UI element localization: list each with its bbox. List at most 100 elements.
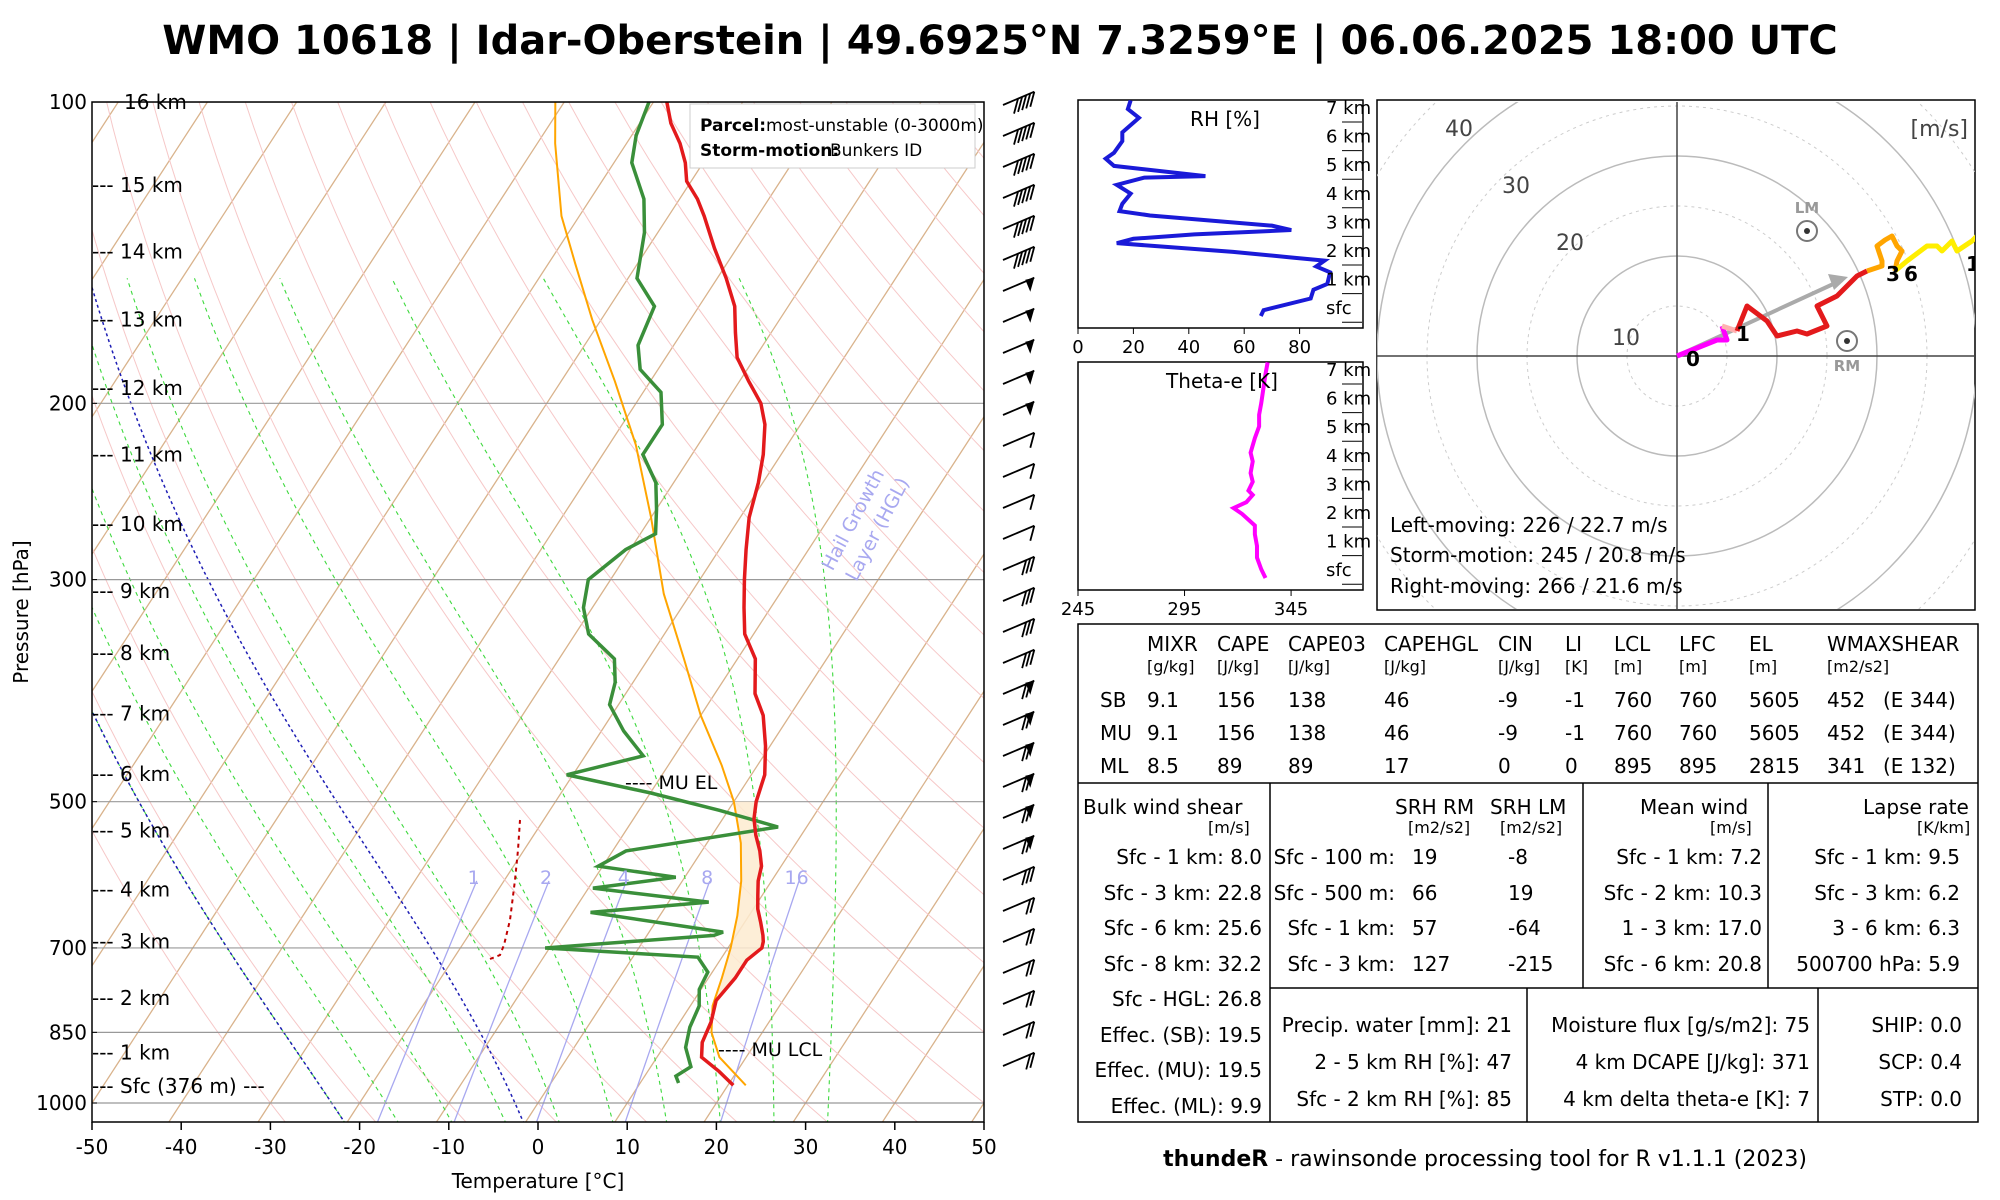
barb-shaft	[1002, 1051, 1035, 1067]
barb-pennant	[1025, 277, 1035, 292]
barb-shaft	[1002, 648, 1035, 664]
mean-wind-row: 1 - 3 km: 17.0	[1621, 916, 1762, 940]
parcel-header: MIXR	[1147, 632, 1198, 656]
parcel-info-box: Parcel: most-unstable (0-3000m) Storm-mo…	[689, 103, 984, 169]
wind-barb	[1002, 524, 1036, 541]
parcel-cell: -1	[1565, 688, 1585, 712]
barb-feather	[1017, 127, 1023, 144]
bulk-shear-row: Sfc - 1 km: 8.0	[1116, 845, 1262, 869]
te-height-label: sfc	[1326, 560, 1352, 581]
parcel-unit: [K]	[1565, 657, 1588, 676]
height-label: --- 12 km	[92, 376, 183, 400]
wind-barb	[1002, 369, 1035, 385]
parcel-cell: 760	[1679, 721, 1718, 745]
barb-feather	[1029, 928, 1036, 944]
parcel-cell: 156	[1217, 688, 1256, 712]
barb-feather	[1021, 94, 1028, 111]
skewt-ylabel: Pressure [hPa]	[9, 540, 33, 683]
srh-row-label: Sfc - 500 m:	[1273, 880, 1395, 905]
barb-feather	[1025, 186, 1032, 202]
barb-feather	[1021, 559, 1028, 576]
dry-adiabat-line	[92, 394, 557, 1122]
barb-pennant	[1025, 711, 1035, 726]
isotherm-line	[92, 102, 654, 967]
height-label: --- 5 km	[92, 818, 170, 842]
wind-barb	[1002, 834, 1035, 855]
parcel-cell: (E 132)	[1883, 754, 1956, 778]
srh-rm-value: 57	[1412, 916, 1438, 940]
barb-pennant	[1025, 308, 1035, 323]
barb-feather	[1025, 806, 1032, 822]
hgl-isotherm-line	[92, 709, 346, 1122]
rh-height-label: 2 km	[1326, 241, 1371, 262]
hgl-label: Hail Growth Layer (HGL)	[817, 460, 914, 586]
parcel-row-label: SB	[1100, 688, 1127, 712]
moisture-row: Sfc - 2 km RH [%]: 85	[1296, 1087, 1512, 1111]
srh-lm-unit: [m2/s2]	[1500, 818, 1563, 837]
pressure-tick-label: 700	[49, 936, 87, 960]
height-label: --- 1 km	[92, 1040, 170, 1064]
wind-barb	[1002, 307, 1035, 323]
moisture-row: 2 - 5 km RH [%]: 47	[1314, 1050, 1512, 1074]
hodo-ring-label: 20	[1556, 231, 1584, 256]
barb-shaft	[1002, 121, 1035, 137]
temp-tick-label: -50	[76, 1135, 109, 1159]
mean-wind-title: Mean wind	[1640, 795, 1749, 819]
te-height-label: 5 km	[1326, 417, 1371, 438]
bulk-shear-row: Effec. (ML): 9.9	[1110, 1093, 1262, 1118]
pressure-tick-label: 200	[49, 391, 87, 415]
dry-adiabat-line	[429, 102, 984, 829]
barb-shaft	[1002, 214, 1035, 230]
parcel-cell: 0	[1498, 754, 1511, 778]
pressure-tick-label: 100	[49, 90, 87, 114]
barb-feather	[1021, 590, 1028, 607]
parcel-cell: 452	[1827, 688, 1866, 712]
barb-shaft	[1002, 989, 1035, 1005]
barb-feather	[1025, 217, 1032, 233]
dry-adiabat-line	[521, 102, 984, 699]
barb-feather	[1029, 432, 1036, 448]
parcel-header: CIN	[1498, 632, 1533, 656]
parcel-cell: 46	[1384, 721, 1410, 745]
srh-row-label: Sfc - 1 km:	[1287, 916, 1395, 940]
dry-adiabat-line	[290, 102, 984, 1033]
mean-wind-row: Sfc - 1 km: 7.2	[1616, 845, 1762, 869]
barb-feather	[1029, 246, 1036, 262]
mixing-ratio-label: 8	[701, 867, 713, 889]
hodograph-unit: [m/s]	[1911, 117, 1968, 142]
hodo-height-label: 1	[1736, 322, 1750, 346]
lapse-rate-row: Sfc - 3 km: 6.2	[1814, 880, 1960, 905]
barb-shaft	[1002, 1020, 1035, 1036]
wind-barb	[1002, 152, 1036, 176]
wind-barb	[1002, 214, 1036, 238]
barb-pennant	[1025, 680, 1035, 695]
te-xtick-label: 295	[1167, 599, 1201, 620]
parcel-unit: [m2/s2]	[1827, 657, 1890, 676]
mixing-ratio-label: 16	[785, 867, 809, 889]
isotherm-line	[92, 102, 476, 693]
dry-adiabat-line	[614, 102, 984, 574]
rh-height-label: 5 km	[1326, 155, 1371, 176]
height-label: --- 6 km	[92, 762, 170, 786]
barb-feather	[1017, 220, 1023, 237]
parcel-cell: 760	[1679, 688, 1718, 712]
mixing-ratio-line	[376, 880, 478, 1122]
footer-rest: - rawinsonde processing tool for R v1.1.…	[1268, 1147, 1807, 1172]
bulk-shear-row: Effec. (SB): 19.5	[1099, 1022, 1262, 1047]
virtual-temperature-line	[489, 819, 521, 960]
height-label: --- 8 km	[92, 641, 170, 665]
barb-feather	[1025, 992, 1032, 1008]
hodograph-segment	[1866, 233, 1905, 274]
parcel-unit: [m]	[1679, 657, 1708, 676]
parameter-table-frame	[1077, 623, 1979, 1123]
srh-lm-value: -8	[1508, 845, 1528, 869]
wind-barb	[1002, 400, 1035, 416]
mean-wind-unit: [m/s]	[1710, 818, 1752, 837]
barb-shaft	[1002, 524, 1035, 540]
bulk-shear-row: Sfc - 8 km: 32.2	[1103, 951, 1262, 976]
parcel-cell: 156	[1217, 721, 1256, 745]
barb-feather	[1029, 91, 1036, 107]
height-label: --- 13 km	[92, 308, 183, 332]
barb-pennant	[1025, 835, 1035, 850]
